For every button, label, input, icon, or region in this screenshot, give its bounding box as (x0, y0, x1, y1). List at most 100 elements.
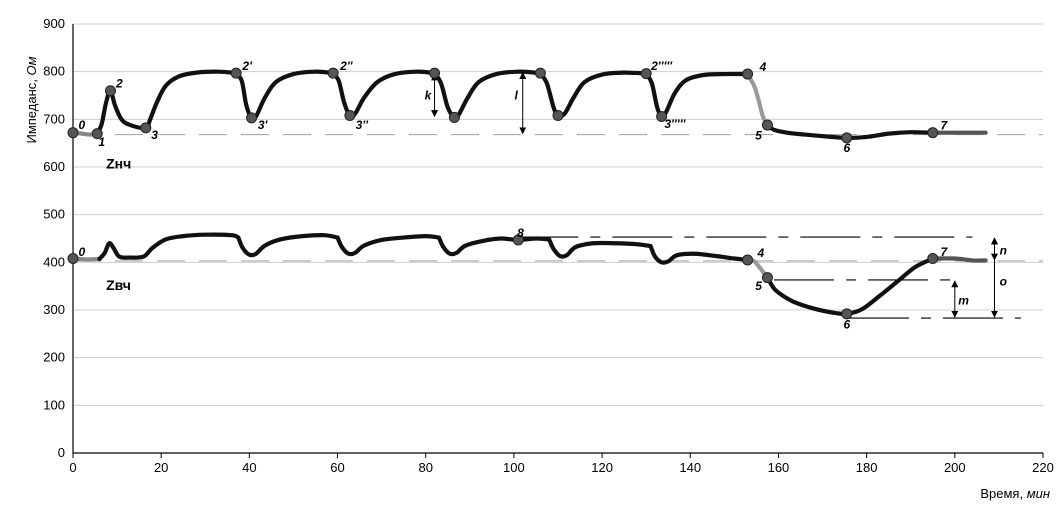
data-point (761, 119, 773, 131)
x-tick-label: 60 (330, 460, 344, 475)
point-label: 7 (940, 245, 948, 259)
x-tick-label: 40 (242, 460, 256, 475)
data-point (927, 127, 939, 139)
data-point (91, 128, 103, 140)
series-1-segment (331, 69, 437, 119)
data-point (534, 67, 546, 79)
point-label: 2' (241, 59, 253, 73)
point-label: 3' (258, 118, 269, 132)
series-2-segment (765, 256, 935, 317)
series-2-segment (97, 232, 241, 262)
y-axis-title: Импеданс, Ом (24, 56, 39, 143)
y-axis-title-unit: Ом (24, 56, 39, 75)
data-point (327, 67, 339, 79)
y-tick-label: 600 (43, 159, 65, 174)
data-point (640, 68, 652, 80)
x-tick-label: 20 (154, 460, 168, 475)
data-point (512, 234, 524, 246)
data-point (742, 254, 754, 266)
point-label: 5 (755, 279, 762, 293)
dimension-label-l: l (514, 89, 518, 103)
x-tick-label: 80 (418, 460, 432, 475)
point-label: 8 (517, 226, 524, 240)
data-point (927, 253, 939, 265)
point-label: 4 (756, 246, 764, 260)
data-point (230, 67, 242, 79)
x-tick-label: 140 (679, 460, 701, 475)
point-label: 7 (940, 119, 948, 133)
point-label: 2'' (339, 59, 354, 73)
data-point (344, 110, 356, 122)
series-2-segment (648, 244, 750, 265)
x-tick-label: 160 (768, 460, 790, 475)
data-point (761, 272, 773, 284)
data-point (448, 111, 460, 123)
dimension-label-n: n (1000, 243, 1007, 257)
data-point (140, 122, 152, 134)
y-tick-label: 400 (43, 254, 65, 269)
data-point (246, 112, 258, 124)
y-tick-label: 0 (58, 445, 65, 460)
data-point (552, 110, 564, 122)
point-label: 4 (759, 60, 767, 74)
data-points (67, 67, 939, 320)
series-2-segment (335, 234, 442, 257)
y-tick-label: 500 (43, 207, 65, 222)
data-point (67, 127, 79, 139)
data-point (742, 68, 754, 80)
grid (73, 23, 1043, 406)
data-point (841, 308, 853, 320)
series-2-segment (236, 233, 340, 258)
series-name-label: Zнч (106, 155, 131, 171)
data-point (429, 67, 441, 79)
series-name-label: Zвч (106, 277, 131, 293)
point-label: 3''''' (664, 117, 686, 131)
series-2-segment (930, 256, 988, 263)
x-tick-label: 120 (591, 460, 613, 475)
x-tick-label: 200 (944, 460, 966, 475)
x-axis-title-main: Время, (980, 486, 1023, 501)
data-point (656, 110, 668, 122)
point-label: 0 (78, 245, 85, 259)
data-point (841, 132, 853, 144)
x-tick-label: 0 (69, 460, 76, 475)
point-label: 5 (755, 129, 762, 143)
series-lines (70, 69, 988, 317)
labels: 01232'3'2''3''2'''''3'''''4567084567ZнчZ… (78, 59, 948, 331)
y-axis-title-main: Импеданс, (24, 79, 39, 143)
point-label: 0 (78, 118, 85, 132)
series-2-segment (547, 237, 653, 259)
reference-lines (73, 134, 1043, 319)
y-tick-label: 200 (43, 350, 65, 365)
x-tick-label: 220 (1032, 460, 1054, 475)
point-label: 2''''' (650, 59, 673, 73)
x-tick-label: 180 (856, 460, 878, 475)
series-1-segment (745, 71, 770, 128)
dimension-label-o: o (1000, 274, 1007, 288)
y-tick-label: 700 (43, 111, 65, 126)
y-tick-label: 100 (43, 397, 65, 412)
y-tick-label: 300 (43, 302, 65, 317)
dimension-label-k: k (425, 89, 433, 103)
point-label: 6 (843, 317, 850, 331)
x-axis-title-unit: мин (1027, 486, 1050, 501)
x-axis-title: Время, мин (980, 486, 1050, 501)
point-label: 2 (115, 77, 123, 91)
series-1-segment (644, 71, 750, 119)
data-point (104, 85, 116, 97)
point-label: 3'' (356, 118, 370, 132)
series-1-segment (538, 70, 649, 119)
series-1-segment (765, 122, 935, 141)
point-label: 6 (843, 141, 850, 155)
point-label: 1 (98, 135, 105, 149)
series-1-segment (234, 69, 336, 122)
y-tick-label: 900 (43, 16, 65, 31)
dimension-label-m: m (958, 293, 969, 307)
series-2-segment (436, 235, 552, 257)
point-label: 3 (151, 128, 158, 142)
y-tick-label: 800 (43, 64, 65, 79)
data-point (67, 253, 79, 265)
annotations: k l n m o (425, 71, 1007, 318)
